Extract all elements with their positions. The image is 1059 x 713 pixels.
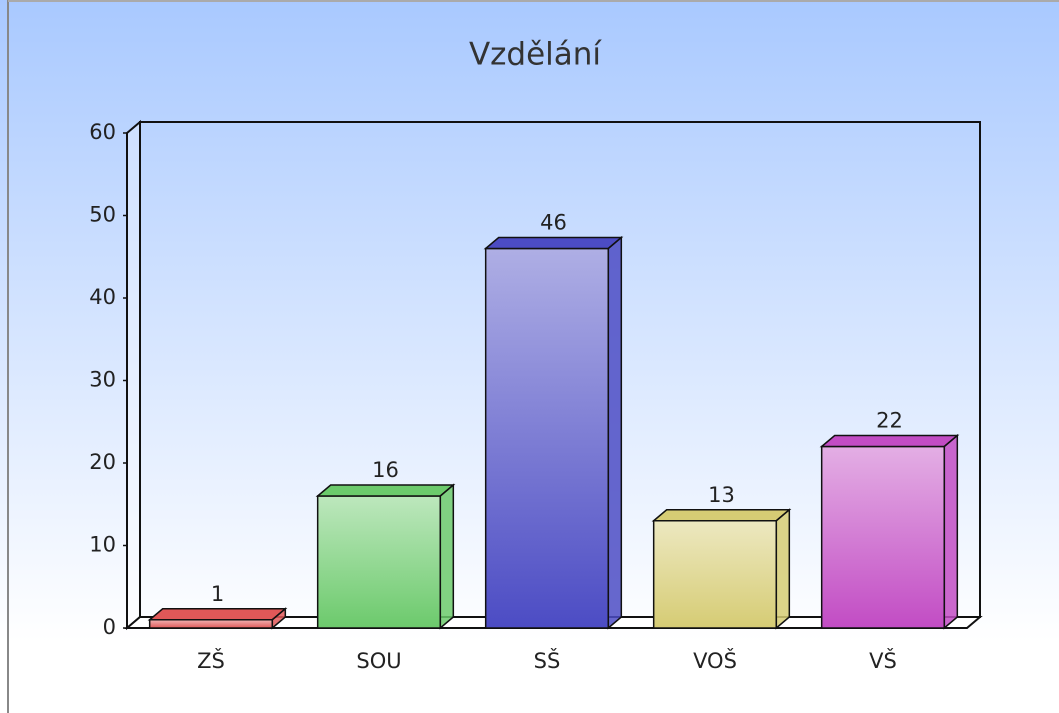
x-tick-label: VOŠ	[693, 648, 737, 673]
bar	[148, 619, 274, 629]
bar-top	[483, 236, 624, 250]
y-tick-label: 20	[89, 450, 116, 474]
y-tick-label: 30	[89, 368, 116, 392]
data-label: 1	[211, 582, 224, 606]
bar-top	[315, 484, 456, 497]
chart-title: Vzdělání	[469, 37, 602, 73]
bar-side	[775, 508, 791, 630]
data-label: 13	[708, 483, 735, 507]
y-tick-label: 60	[89, 120, 116, 144]
bar	[652, 520, 778, 629]
x-tick-label: SOU	[356, 649, 401, 673]
bar	[820, 445, 946, 629]
data-label: 46	[540, 211, 567, 235]
x-tick-label: VŠ	[869, 648, 897, 673]
y-tick-label: 40	[89, 285, 116, 309]
x-tick-label: ZŠ	[197, 648, 225, 673]
bar-side	[943, 433, 959, 630]
bar	[316, 495, 442, 629]
bar-side	[607, 235, 623, 630]
bar-top	[819, 434, 960, 448]
bar-top	[651, 509, 792, 522]
bar	[484, 247, 610, 629]
bar-top	[147, 608, 288, 621]
x-tick-label: SŠ	[534, 648, 561, 673]
data-label: 16	[372, 458, 399, 482]
y-tick-label: 10	[89, 533, 116, 557]
data-label: 22	[876, 409, 903, 433]
y-tick-label: 0	[103, 615, 116, 639]
y-tick-label: 50	[89, 203, 116, 227]
left-wall	[126, 119, 141, 631]
bar-side	[271, 607, 287, 630]
bar-side	[439, 483, 455, 630]
